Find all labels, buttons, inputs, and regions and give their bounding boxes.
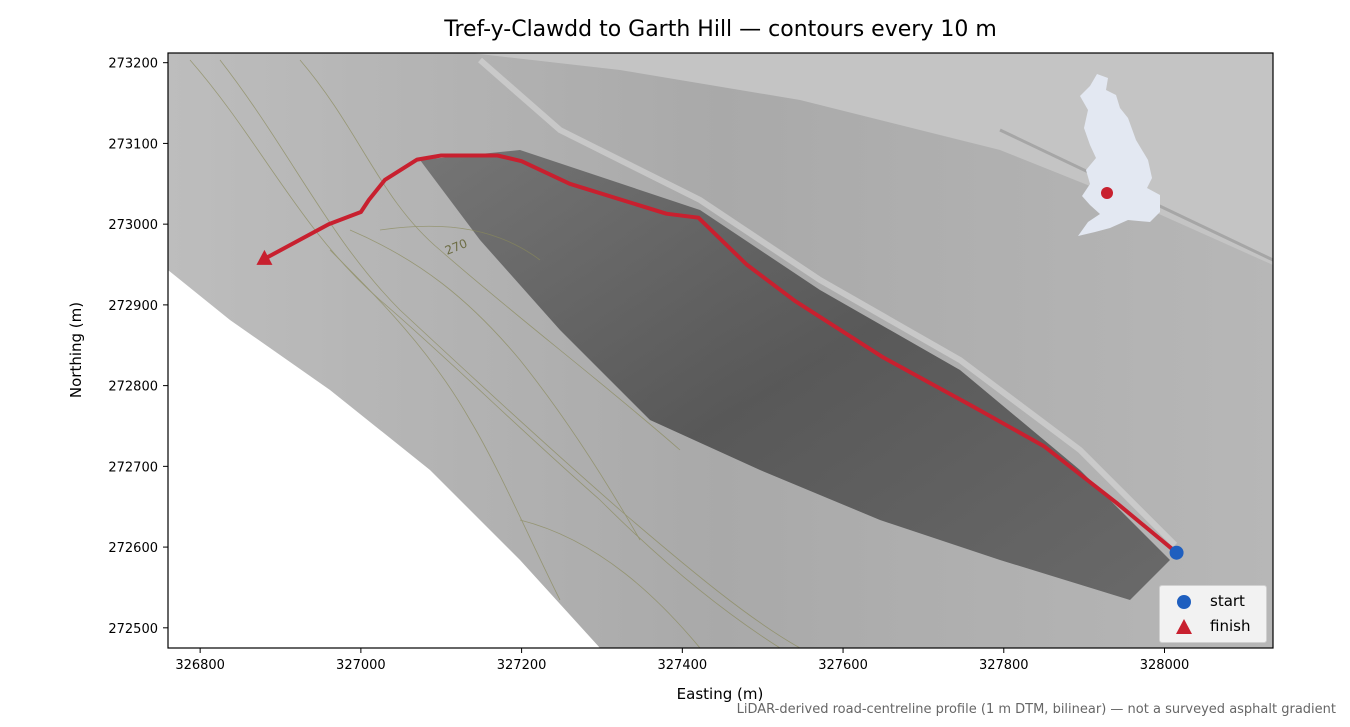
x-tick-label: 327600 <box>818 658 868 673</box>
britain-outline <box>1078 74 1160 236</box>
x-tick-label: 327000 <box>336 658 386 673</box>
legend-entry-start: start <box>1172 590 1245 612</box>
plot-frame <box>167 52 1274 649</box>
start-marker <box>1169 545 1184 560</box>
no-data-area <box>168 270 600 648</box>
x-tick-label: 326800 <box>175 658 225 673</box>
y-tick-label: 273200 <box>108 57 158 72</box>
y-tick-label: 272900 <box>108 299 158 314</box>
y-tick-label: 272700 <box>108 460 158 475</box>
route-location-marker <box>1101 187 1113 199</box>
y-axis-label: Northing (m) <box>67 302 85 398</box>
y-tick-label: 273100 <box>108 137 158 152</box>
britain-locator-inset <box>1078 74 1160 236</box>
x-tick-label: 327200 <box>497 658 547 673</box>
finish-legend-icon <box>1176 619 1192 634</box>
x-axis-label: Easting (m) <box>677 685 764 703</box>
y-tick-label: 272800 <box>108 380 158 395</box>
y-tick-label: 272500 <box>108 622 158 637</box>
legend-label-start: start <box>1210 592 1245 610</box>
valley-slope <box>420 150 1170 600</box>
start-legend-icon <box>1177 595 1191 609</box>
legend-label-finish: finish <box>1210 617 1251 635</box>
x-tick-label: 328000 <box>1140 658 1190 673</box>
y-tick-label: 273000 <box>108 218 158 233</box>
footnote: LiDAR-derived road-centreline profile (1… <box>736 702 1336 717</box>
map-title: Tref-y-Clawdd to Garth Hill — contours e… <box>444 17 997 42</box>
finish-marker <box>256 249 273 265</box>
y-tick-label: 272600 <box>108 541 158 556</box>
contour-lines <box>189 59 801 648</box>
road-cut <box>478 57 1178 548</box>
plateau-area <box>470 53 1273 265</box>
route-line <box>262 153 1179 555</box>
y-axis: 272500 272600 272700 272800 272900 273000 2731… <box>108 57 168 637</box>
x-tick-label: 327400 <box>658 658 708 673</box>
shaded-relief: 270 <box>168 53 1273 648</box>
x-axis: 326800 327000 327200 327400 327600 327800 3280… <box>175 648 1189 673</box>
x-tick-label: 327800 <box>979 658 1029 673</box>
legend-entry-finish: finish <box>1172 615 1250 637</box>
legend: start finish <box>1159 585 1267 643</box>
